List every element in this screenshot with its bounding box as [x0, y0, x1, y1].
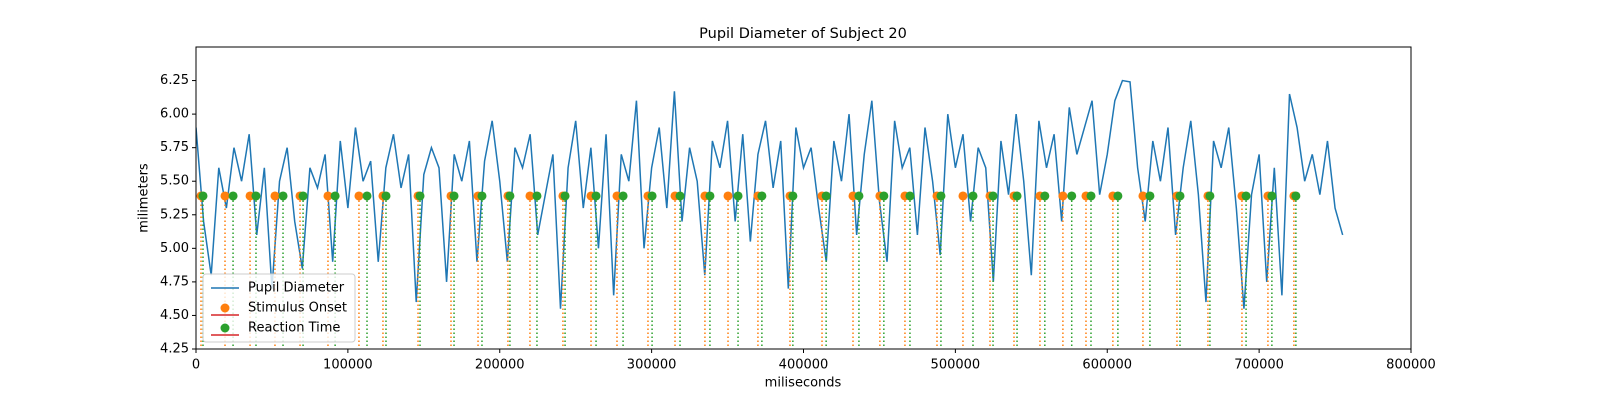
stem-marker: [415, 191, 425, 201]
stem-marker: [270, 191, 280, 201]
stem-marker: [354, 191, 364, 201]
y-tick-label: 5.75: [160, 140, 189, 155]
stem-marker: [1058, 191, 1068, 201]
legend-label: Stimulus Onset: [248, 301, 347, 316]
stem-marker: [675, 191, 685, 201]
legend-marker: [220, 303, 230, 313]
legend-label: Pupil Diameter: [248, 281, 345, 296]
y-tick-label: 5.50: [160, 174, 189, 189]
x-tick-label: 800000: [1386, 358, 1436, 373]
x-tick-label: 100000: [323, 358, 373, 373]
stem-marker: [477, 191, 487, 201]
stem-marker: [958, 191, 968, 201]
stem-marker: [733, 191, 743, 201]
stem-marker: [1145, 191, 1155, 201]
pupil-line: [196, 79, 1344, 309]
stem-marker: [1012, 191, 1022, 201]
stem-marker: [968, 191, 978, 201]
chart-title: Pupil Diameter of Subject 20: [699, 26, 907, 42]
x-tick-label: 0: [192, 358, 200, 373]
y-tick-label: 4.50: [160, 308, 189, 323]
plot-area: [196, 79, 1344, 349]
stem-marker: [854, 191, 864, 201]
stem-marker: [220, 191, 230, 201]
stem-marker: [1175, 191, 1185, 201]
stem-marker: [1138, 191, 1148, 201]
stem-marker: [1241, 191, 1251, 201]
legend-marker: [220, 323, 230, 333]
stem-marker: [1267, 191, 1277, 201]
stem-marker: [988, 191, 998, 201]
stem-marker: [330, 191, 340, 201]
y-tick-label: 4.75: [160, 274, 189, 289]
stem-marker: [788, 191, 798, 201]
stem-marker: [323, 191, 333, 201]
stem-marker: [647, 191, 657, 201]
stem-marker: [251, 191, 261, 201]
x-tick-label: 300000: [627, 358, 677, 373]
x-tick-label: 700000: [1234, 358, 1284, 373]
stem-marker: [505, 191, 515, 201]
stem-marker: [591, 191, 601, 201]
stem-marker: [1113, 191, 1123, 201]
stem-marker: [723, 191, 733, 201]
x-axis-label: miliseconds: [765, 376, 842, 391]
stem-marker: [449, 191, 459, 201]
stem-marker: [298, 191, 308, 201]
y-tick-label: 5.00: [160, 241, 189, 256]
stem-marker: [228, 191, 238, 201]
stem-marker: [560, 191, 570, 201]
stem-marker: [905, 191, 915, 201]
stem-marker: [821, 191, 831, 201]
stem-marker: [362, 191, 372, 201]
stem-marker: [278, 191, 288, 201]
stem-marker: [936, 191, 946, 201]
y-tick-label: 6.25: [160, 73, 189, 88]
y-tick-label: 5.25: [160, 207, 189, 222]
y-tick-label: 4.25: [160, 342, 189, 357]
plot-frame: [195, 46, 1412, 350]
stem-marker: [1067, 191, 1077, 201]
stem-marker: [1086, 191, 1096, 201]
stem-marker: [618, 191, 628, 201]
stem-marker: [532, 191, 542, 201]
legend-label: Reaction Time: [248, 321, 340, 336]
stem-marker: [879, 191, 889, 201]
x-tick-label: 400000: [779, 358, 829, 373]
y-axis-label: milimeters: [137, 163, 152, 233]
stem-marker: [381, 191, 391, 201]
stem-marker: [525, 191, 535, 201]
stem-marker: [198, 191, 208, 201]
stem-marker: [705, 191, 715, 201]
x-tick-label: 600000: [1082, 358, 1132, 373]
y-tick-label: 6.00: [160, 107, 189, 122]
x-tick-label: 500000: [931, 358, 981, 373]
stem-marker: [757, 191, 767, 201]
stem-marker: [1291, 191, 1301, 201]
stem-marker: [1205, 191, 1215, 201]
stem-marker: [1040, 191, 1050, 201]
x-tick-label: 200000: [475, 358, 525, 373]
legend-box: [202, 273, 356, 343]
